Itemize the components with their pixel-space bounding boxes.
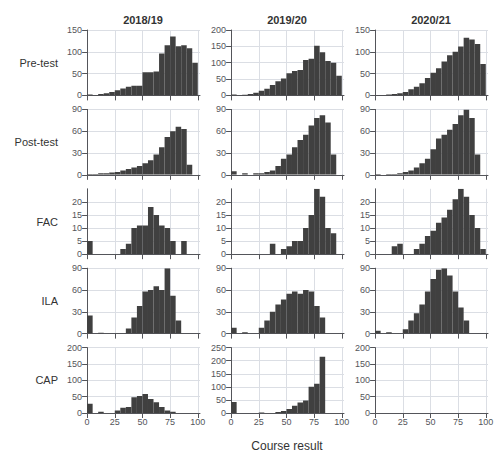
svg-text:15: 15 (360, 210, 370, 220)
svg-text:5: 5 (77, 236, 82, 246)
svg-text:2020/21: 2020/21 (411, 14, 451, 26)
svg-text:100: 100 (334, 417, 349, 427)
svg-text:Post-test: Post-test (15, 136, 58, 148)
svg-text:0: 0 (221, 329, 226, 339)
svg-text:25: 25 (110, 417, 120, 427)
svg-text:30: 30 (216, 307, 226, 317)
svg-text:0: 0 (221, 249, 226, 259)
svg-text:0: 0 (77, 329, 82, 339)
svg-text:25: 25 (254, 417, 264, 427)
svg-text:100: 100 (190, 417, 205, 427)
svg-text:60: 60 (360, 285, 370, 295)
svg-text:50: 50 (360, 69, 370, 79)
svg-text:Course result: Course result (251, 439, 323, 453)
svg-text:150: 150 (67, 359, 82, 369)
svg-text:0: 0 (221, 90, 226, 100)
svg-text:50: 50 (72, 69, 82, 79)
svg-text:60: 60 (360, 126, 370, 136)
svg-text:90: 90 (360, 263, 370, 273)
svg-text:50: 50 (137, 417, 147, 427)
svg-text:0: 0 (365, 249, 370, 259)
svg-text:200: 200 (67, 343, 82, 353)
svg-text:100: 100 (211, 382, 226, 392)
svg-text:60: 60 (216, 285, 226, 295)
svg-text:10: 10 (72, 223, 82, 233)
svg-text:0: 0 (365, 90, 370, 100)
svg-text:FAC: FAC (37, 216, 58, 228)
svg-text:10: 10 (216, 223, 226, 233)
svg-text:30: 30 (72, 307, 82, 317)
svg-text:25: 25 (398, 417, 408, 427)
svg-text:30: 30 (72, 148, 82, 158)
svg-text:0: 0 (77, 408, 82, 418)
svg-text:5: 5 (365, 236, 370, 246)
svg-text:200: 200 (211, 356, 226, 366)
svg-text:20: 20 (216, 197, 226, 207)
svg-text:90: 90 (72, 104, 82, 114)
svg-text:75: 75 (165, 417, 175, 427)
svg-text:50: 50 (216, 74, 226, 84)
svg-text:0: 0 (85, 417, 90, 427)
svg-text:20: 20 (72, 197, 82, 207)
svg-text:CAP: CAP (35, 374, 58, 386)
svg-text:100: 100 (67, 375, 82, 385)
svg-text:100: 100 (211, 58, 226, 68)
svg-text:100: 100 (67, 47, 82, 57)
svg-text:100: 100 (355, 47, 370, 57)
svg-text:60: 60 (72, 285, 82, 295)
svg-text:200: 200 (355, 343, 370, 353)
svg-text:150: 150 (211, 41, 226, 51)
svg-text:30: 30 (360, 148, 370, 158)
svg-text:15: 15 (216, 210, 226, 220)
svg-text:100: 100 (478, 417, 493, 427)
svg-text:60: 60 (216, 126, 226, 136)
svg-text:0: 0 (77, 90, 82, 100)
svg-text:10: 10 (360, 223, 370, 233)
svg-text:0: 0 (221, 408, 226, 418)
svg-text:150: 150 (67, 25, 82, 35)
svg-text:250: 250 (211, 343, 226, 353)
svg-text:20: 20 (360, 197, 370, 207)
svg-text:90: 90 (216, 104, 226, 114)
svg-text:150: 150 (355, 25, 370, 35)
svg-text:75: 75 (309, 417, 319, 427)
svg-text:90: 90 (360, 104, 370, 114)
svg-text:0: 0 (77, 249, 82, 259)
svg-text:Pre-test: Pre-test (19, 57, 58, 69)
svg-text:0: 0 (373, 417, 378, 427)
svg-text:150: 150 (355, 359, 370, 369)
svg-text:0: 0 (77, 170, 82, 180)
svg-text:0: 0 (365, 329, 370, 339)
svg-text:30: 30 (216, 148, 226, 158)
svg-text:90: 90 (216, 263, 226, 273)
svg-text:15: 15 (72, 210, 82, 220)
svg-text:50: 50 (425, 417, 435, 427)
svg-text:50: 50 (360, 392, 370, 402)
svg-text:100: 100 (355, 375, 370, 385)
svg-text:ILA: ILA (41, 295, 58, 307)
svg-text:30: 30 (360, 307, 370, 317)
svg-text:60: 60 (72, 126, 82, 136)
svg-text:50: 50 (281, 417, 291, 427)
svg-text:75: 75 (453, 417, 463, 427)
svg-text:2018/19: 2018/19 (123, 14, 163, 26)
svg-text:200: 200 (211, 25, 226, 35)
svg-text:0: 0 (229, 417, 234, 427)
svg-text:0: 0 (365, 408, 370, 418)
svg-text:0: 0 (365, 170, 370, 180)
svg-text:5: 5 (221, 236, 226, 246)
svg-text:50: 50 (216, 395, 226, 405)
svg-text:150: 150 (211, 369, 226, 379)
svg-text:2019/20: 2019/20 (267, 14, 307, 26)
svg-text:50: 50 (72, 392, 82, 402)
svg-text:90: 90 (72, 263, 82, 273)
svg-text:0: 0 (221, 170, 226, 180)
